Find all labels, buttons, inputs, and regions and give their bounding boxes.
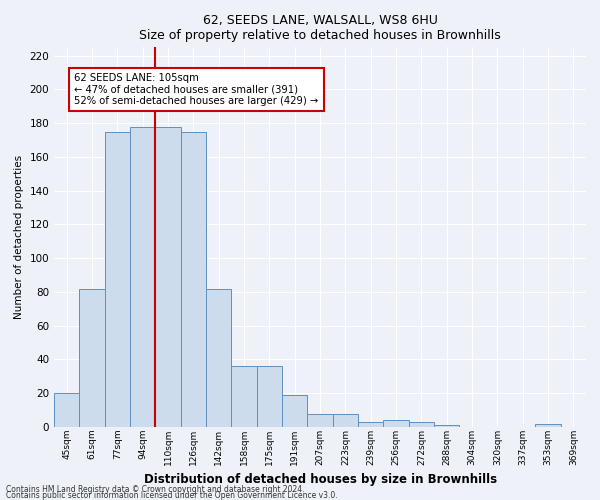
Bar <box>181 132 206 427</box>
Text: 62 SEEDS LANE: 105sqm
← 47% of detached houses are smaller (391)
52% of semi-det: 62 SEEDS LANE: 105sqm ← 47% of detached … <box>74 72 319 106</box>
Title: 62, SEEDS LANE, WALSALL, WS8 6HU
Size of property relative to detached houses in: 62, SEEDS LANE, WALSALL, WS8 6HU Size of… <box>139 14 501 42</box>
Bar <box>535 424 561 427</box>
Bar <box>333 414 358 427</box>
Bar <box>282 395 307 427</box>
Bar <box>383 420 409 427</box>
Bar <box>307 414 333 427</box>
Bar <box>79 288 105 427</box>
Y-axis label: Number of detached properties: Number of detached properties <box>14 155 24 319</box>
Bar <box>232 366 257 427</box>
Bar <box>257 366 282 427</box>
Bar <box>434 426 460 427</box>
X-axis label: Distribution of detached houses by size in Brownhills: Distribution of detached houses by size … <box>143 473 497 486</box>
Bar <box>155 126 181 427</box>
Bar <box>409 422 434 427</box>
Bar <box>54 394 79 427</box>
Text: Contains public sector information licensed under the Open Government Licence v3: Contains public sector information licen… <box>6 490 338 500</box>
Bar <box>358 422 383 427</box>
Bar <box>206 288 232 427</box>
Bar <box>130 126 155 427</box>
Bar <box>105 132 130 427</box>
Text: Contains HM Land Registry data © Crown copyright and database right 2024.: Contains HM Land Registry data © Crown c… <box>6 484 305 494</box>
